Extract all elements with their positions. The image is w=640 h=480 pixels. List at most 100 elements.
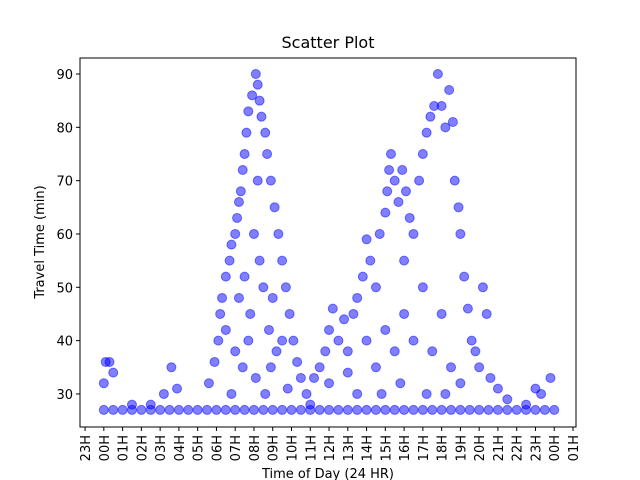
- point: [265, 362, 276, 373]
- point: [380, 207, 391, 218]
- point: [301, 388, 312, 399]
- x-tick-label: 06H: [210, 435, 225, 461]
- point: [511, 404, 522, 415]
- x-tick-label: 02H: [135, 435, 150, 461]
- point: [237, 362, 248, 373]
- point: [414, 175, 425, 186]
- point: [481, 308, 492, 319]
- point: [352, 404, 363, 415]
- point: [417, 282, 428, 293]
- point: [324, 378, 335, 389]
- x-tick-label: 09H: [267, 435, 282, 461]
- point: [314, 404, 325, 415]
- point: [213, 335, 224, 346]
- point: [530, 404, 541, 415]
- point: [384, 164, 395, 175]
- point: [241, 127, 252, 138]
- y-tick-label: 80: [56, 121, 73, 136]
- point: [309, 372, 320, 383]
- point: [258, 404, 269, 415]
- point: [455, 378, 466, 389]
- point: [250, 68, 261, 79]
- point: [260, 127, 271, 138]
- point: [277, 255, 288, 266]
- point: [427, 404, 438, 415]
- point: [215, 308, 226, 319]
- y-tick-label: 90: [56, 68, 73, 83]
- y-tick-label: 50: [56, 281, 73, 296]
- point: [549, 404, 560, 415]
- point: [232, 212, 243, 223]
- point: [399, 255, 410, 266]
- point: [483, 404, 494, 415]
- point: [260, 388, 271, 399]
- point: [492, 404, 503, 415]
- point: [239, 271, 250, 282]
- point: [126, 399, 137, 410]
- point: [295, 372, 306, 383]
- point: [224, 255, 235, 266]
- point: [269, 202, 280, 213]
- point: [245, 308, 256, 319]
- point: [342, 367, 353, 378]
- point: [408, 335, 419, 346]
- point: [389, 346, 400, 357]
- x-tick-label: 18H: [436, 435, 451, 461]
- point: [305, 399, 316, 410]
- point: [226, 388, 237, 399]
- point: [417, 148, 428, 159]
- point: [436, 100, 447, 111]
- point: [327, 303, 338, 314]
- x-axis-label: Time of Day (24 HR): [261, 467, 394, 480]
- y-tick-label: 60: [56, 228, 73, 243]
- point: [370, 362, 381, 373]
- point: [455, 228, 466, 239]
- point: [164, 404, 175, 415]
- point: [258, 282, 269, 293]
- point: [385, 148, 396, 159]
- point: [233, 292, 244, 303]
- point: [421, 388, 432, 399]
- x-tick-label: 04H: [173, 435, 188, 461]
- point: [217, 292, 228, 303]
- point: [342, 346, 353, 357]
- point: [230, 228, 241, 239]
- point: [271, 346, 282, 357]
- point: [280, 282, 291, 293]
- x-tick-label: 14H: [361, 435, 376, 461]
- chart-title: Scatter Plot: [282, 33, 375, 52]
- point: [397, 164, 408, 175]
- point: [421, 127, 432, 138]
- point: [440, 388, 451, 399]
- point: [155, 404, 166, 415]
- point: [462, 303, 473, 314]
- x-tick-label: 13H: [342, 435, 357, 461]
- point: [399, 308, 410, 319]
- point: [477, 282, 488, 293]
- point: [536, 388, 547, 399]
- point: [235, 186, 246, 197]
- point: [243, 106, 254, 117]
- point: [262, 148, 273, 159]
- point: [250, 372, 261, 383]
- point: [104, 356, 115, 367]
- x-tick-label: 17H: [417, 435, 432, 461]
- point: [444, 84, 455, 95]
- point: [295, 404, 306, 415]
- point: [400, 186, 411, 197]
- point: [447, 116, 458, 127]
- point: [173, 404, 184, 415]
- point: [352, 292, 363, 303]
- point: [365, 255, 376, 266]
- x-tick-label: 12H: [323, 435, 338, 461]
- y-tick-label: 30: [56, 388, 73, 403]
- point: [226, 239, 237, 250]
- point: [277, 404, 288, 415]
- x-tick-label: 08H: [248, 435, 263, 461]
- point: [446, 362, 457, 373]
- point: [233, 196, 244, 207]
- point: [172, 383, 183, 394]
- point: [273, 228, 284, 239]
- point: [267, 292, 278, 303]
